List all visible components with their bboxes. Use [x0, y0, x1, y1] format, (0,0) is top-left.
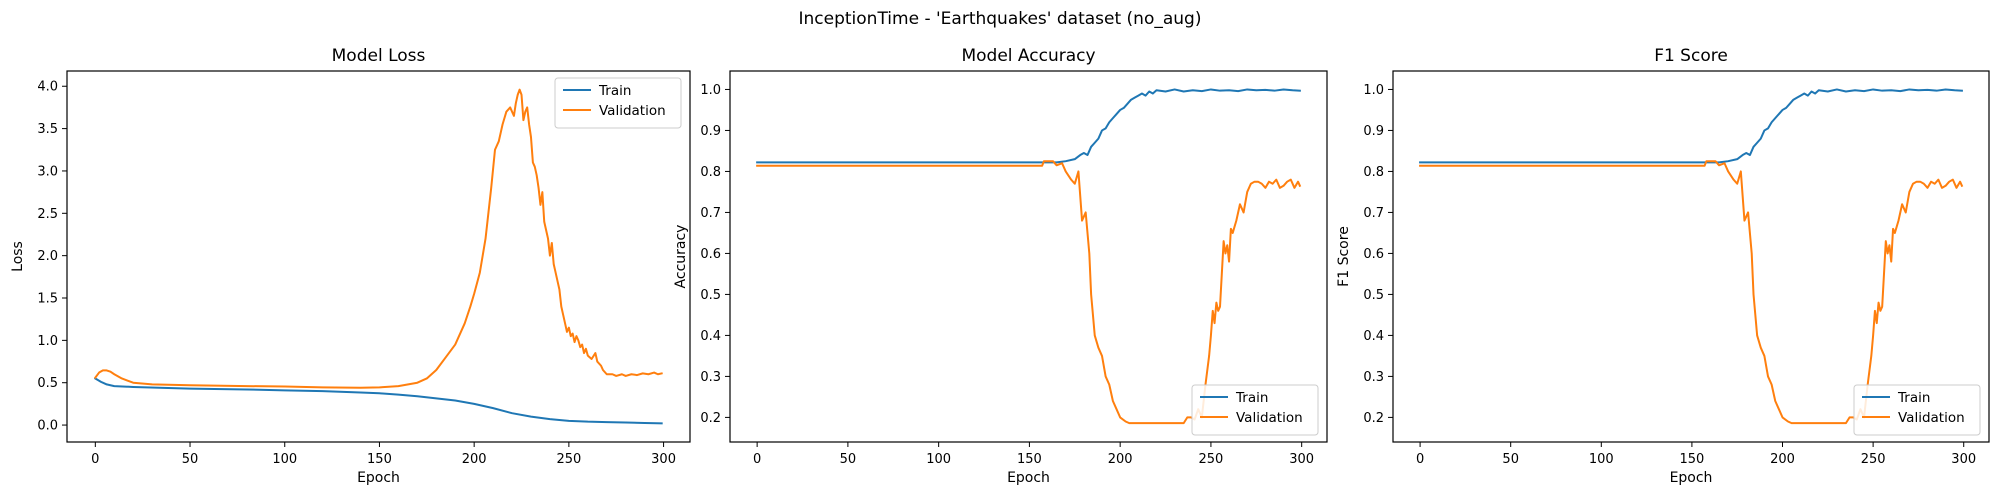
x-tick-label: 50 — [840, 452, 857, 467]
x-tick-label: 300 — [1289, 452, 1314, 467]
chart-title: Model Accuracy — [961, 46, 1095, 66]
x-tick-label: 0 — [1416, 452, 1424, 467]
x-axis-label: Epoch — [1007, 470, 1050, 486]
y-tick-label: 0.2 — [700, 411, 721, 426]
y-tick-label: 0.9 — [1363, 124, 1384, 139]
y-axis-label: Accuracy — [673, 225, 689, 289]
x-tick-label: 250 — [1199, 452, 1224, 467]
legend-label-train: Train — [1235, 390, 1268, 406]
loss-chart: 0 50 100 150 200 250 300 0.0 0.5 1.0 1.5 2.0 2.5 3.0 3… — [10, 46, 691, 486]
y-tick-label: 0.3 — [1363, 370, 1384, 385]
x-tick-label: 150 — [1679, 452, 1704, 467]
series-line-validation — [756, 160, 1302, 425]
series-line-train — [756, 88, 1301, 164]
y-tick-label: 0.0 — [37, 419, 58, 434]
chart-title: F1 Score — [1654, 46, 1728, 66]
y-tick-label: 1.0 — [700, 83, 721, 98]
x-tick-label: 200 — [1108, 452, 1133, 467]
y-tick-label: 0.8 — [700, 165, 721, 180]
chart-title: Model Loss — [332, 46, 426, 66]
y-tick-label: 0.9 — [700, 124, 721, 139]
x-axis-label: Epoch — [1670, 470, 1713, 486]
y-tick-label: 1.0 — [1363, 83, 1384, 98]
series-line-train — [93, 377, 663, 425]
y-tick-label: 2.5 — [37, 207, 58, 222]
y-tick-label: 3.0 — [37, 164, 58, 179]
y-tick-label: 0.2 — [1363, 411, 1384, 426]
x-tick-label: 300 — [651, 452, 676, 467]
series-line-validation — [1419, 160, 1964, 425]
x-tick-label: 250 — [1861, 452, 1886, 467]
y-tick-label: 0.6 — [700, 247, 721, 262]
y-tick-label: 0.4 — [700, 329, 721, 344]
figure-title: InceptionTime - 'Earthquakes' dataset (n… — [799, 9, 1202, 29]
series-line-train — [1419, 88, 1963, 164]
y-tick-label: 0.4 — [1363, 329, 1384, 344]
legend-label-validation: Validation — [1236, 410, 1303, 426]
x-tick-label: 0 — [753, 452, 761, 467]
legend-label-train: Train — [1897, 390, 1930, 406]
f1-score-chart: 0 50 100 150 200 250 300 0.2 0.3 0.4 0.5 0.6 0.7 0.8 0… — [1336, 46, 1990, 486]
x-tick-label: 200 — [1770, 452, 1795, 467]
x-tick-label: 250 — [556, 452, 581, 467]
y-tick-label: 0.3 — [700, 370, 721, 385]
y-tick-label: 0.7 — [700, 206, 721, 221]
legend-label-validation: Validation — [599, 103, 666, 119]
x-tick-label: 100 — [1589, 452, 1614, 467]
y-tick-label: 3.5 — [37, 122, 58, 137]
x-tick-label: 300 — [1951, 452, 1976, 467]
legend-label-validation: Validation — [1898, 410, 1965, 426]
y-tick-label: 1.5 — [37, 292, 58, 307]
y-tick-label: 4.0 — [37, 80, 58, 95]
y-tick-label: 0.7 — [1363, 206, 1384, 221]
series-line-validation — [93, 88, 663, 389]
y-axis-label: F1 Score — [1336, 226, 1352, 287]
y-axis-label: Loss — [10, 241, 26, 272]
y-tick-label: 0.6 — [1363, 247, 1384, 262]
x-tick-label: 100 — [926, 452, 951, 467]
axes-frame — [1392, 70, 1990, 443]
accuracy-chart: 0 50 100 150 200 250 300 0.2 0.3 0.4 0.5 0.6 0.7 0.8 0… — [673, 46, 1328, 486]
y-tick-label: 1.0 — [37, 334, 58, 349]
x-tick-label: 50 — [182, 452, 199, 467]
y-tick-label: 0.5 — [1363, 288, 1384, 303]
y-tick-label: 0.5 — [700, 288, 721, 303]
y-tick-label: 2.0 — [37, 249, 58, 264]
axes-frame — [729, 70, 1328, 443]
axes-frame — [66, 70, 691, 443]
x-tick-label: 0 — [91, 452, 99, 467]
x-tick-label: 150 — [367, 452, 392, 467]
x-tick-label: 150 — [1017, 452, 1042, 467]
y-tick-label: 0.5 — [37, 376, 58, 391]
x-tick-label: 200 — [462, 452, 487, 467]
legend-label-train: Train — [598, 83, 631, 99]
y-tick-label: 0.8 — [1363, 165, 1384, 180]
x-tick-label: 50 — [1502, 452, 1519, 467]
x-axis-label: Epoch — [357, 470, 400, 486]
x-tick-label: 100 — [272, 452, 297, 467]
